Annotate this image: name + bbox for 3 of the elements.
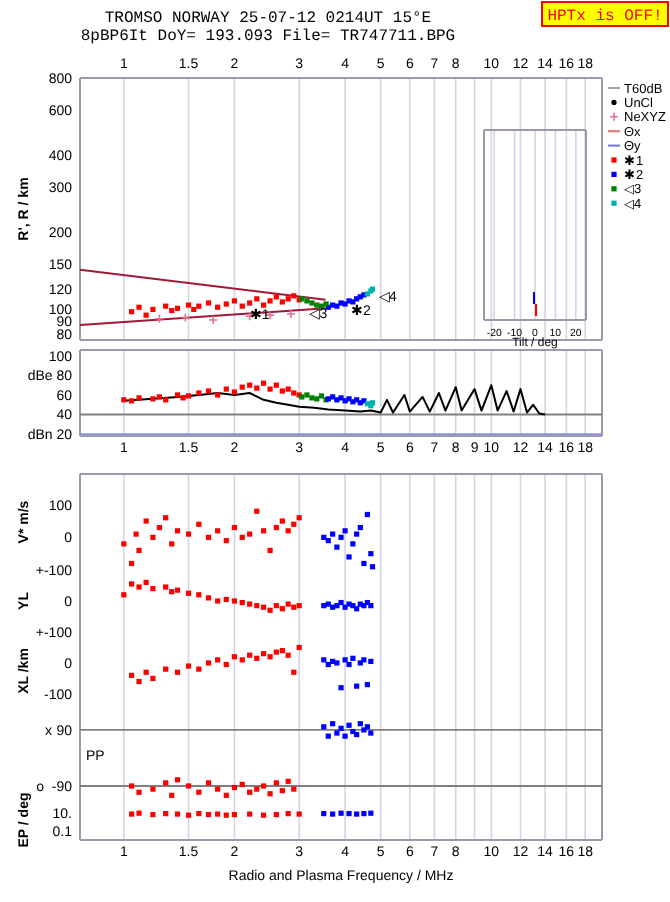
text: HPTx is OFF! [547,8,663,26]
chart-title: TROMSO NORWAY 25-07-12 0214UT 15°E [104,10,432,28]
chart-subtitle: 8pBP6It DoY= 193.093 File= TR747711.BPG [80,28,456,46]
